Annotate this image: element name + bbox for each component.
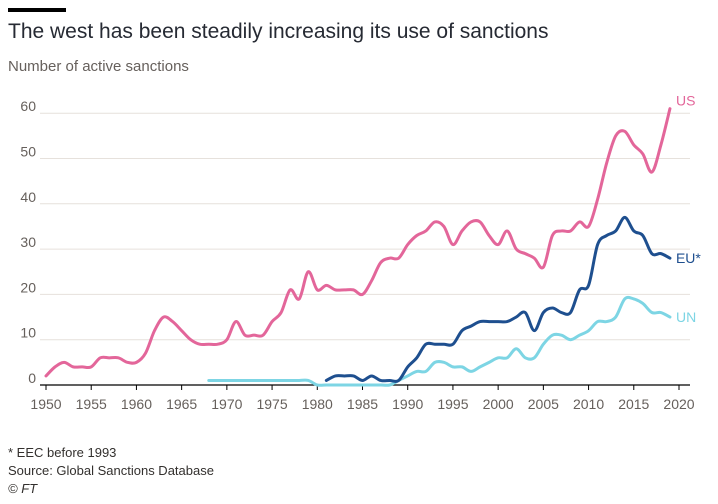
x-tick-label: 2000 xyxy=(483,396,514,412)
y-tick-label: 20 xyxy=(20,279,36,295)
x-tick-label: 1965 xyxy=(166,396,197,412)
y-tick-label: 50 xyxy=(20,144,36,160)
footer: * EEC before 1993 Source: Global Sanctio… xyxy=(8,444,214,498)
chart-area: 0 10 20 30 40 50 60 1950 1955 1960 1965 1970 1975 198… xyxy=(0,80,718,425)
series-line-eu xyxy=(324,215,672,383)
line-chart: 0 10 20 30 40 50 60 1950 1955 1960 1965 1970 1975 198… xyxy=(20,93,701,412)
top-rule xyxy=(8,8,66,12)
source-note: Source: Global Sanctions Database xyxy=(8,463,214,478)
chart-title: The west has been steadily increasing it… xyxy=(8,20,549,43)
x-tick-label: 1980 xyxy=(302,396,333,412)
series-line-us xyxy=(44,107,672,378)
x-tick-label: 2020 xyxy=(663,396,694,412)
y-tick-label: 40 xyxy=(20,189,36,205)
series-line-un xyxy=(207,295,672,387)
chart-subtitle: Number of active sanctions xyxy=(8,58,189,75)
x-tick-label: 2015 xyxy=(618,396,649,412)
x-tick-label: 1950 xyxy=(30,396,61,412)
x-tick-label: 1995 xyxy=(437,396,468,412)
y-tick-label: 10 xyxy=(20,325,36,341)
x-tick-label: 1970 xyxy=(211,396,242,412)
x-tick-label: 1990 xyxy=(392,396,423,412)
x-tick-label: 1955 xyxy=(76,396,107,412)
credit: © FT xyxy=(8,481,38,496)
x-tick-label: 1985 xyxy=(347,396,378,412)
series-label-un: UN xyxy=(676,309,696,325)
series-label-us: US xyxy=(676,93,695,109)
y-tick-label: 30 xyxy=(20,234,36,250)
y-tick-label: 60 xyxy=(20,98,36,114)
footnote: * EEC before 1993 xyxy=(8,445,117,460)
x-tick-label: 1960 xyxy=(121,396,152,412)
x-tick-label: 2010 xyxy=(573,396,604,412)
x-tick-label: 1975 xyxy=(256,396,287,412)
x-tick-label: 2005 xyxy=(528,396,559,412)
y-tick-label: 0 xyxy=(28,370,36,386)
series-label-eu: EU* xyxy=(676,250,701,266)
